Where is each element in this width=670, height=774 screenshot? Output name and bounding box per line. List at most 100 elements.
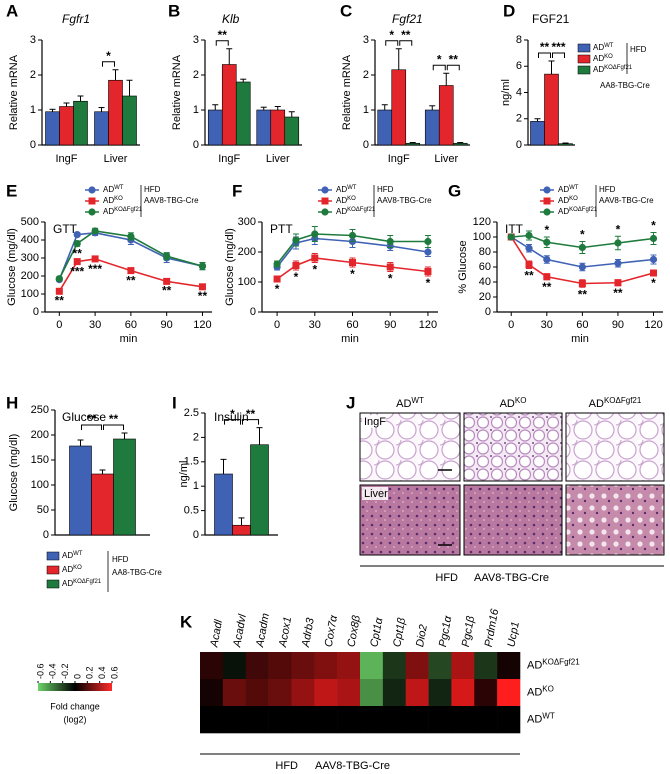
colorbar-label: Fold change <box>50 701 100 711</box>
row-label: ADKOΔFgf21 <box>527 658 580 672</box>
bar <box>113 438 136 536</box>
data-point <box>198 262 207 270</box>
legend-label-sup: WT <box>73 551 83 557</box>
panel-letter: A <box>6 1 18 20</box>
y-tick-label: 20 <box>479 291 491 303</box>
significance-bracket <box>81 424 102 430</box>
legend-label: ADKO <box>558 196 578 206</box>
data-point <box>578 280 586 287</box>
significance-bracket <box>446 64 460 71</box>
legend-label-base: AD <box>593 43 604 52</box>
significance-bracket <box>385 40 399 46</box>
footer-text: HFD <box>275 760 298 772</box>
legend-note: HFD <box>144 185 161 194</box>
legend-label-base: AD <box>593 54 604 63</box>
x-tick-label: 60 <box>576 319 588 331</box>
heatmap-cell <box>405 679 429 707</box>
legend-label-sup: KOΔFgf21 <box>347 207 376 213</box>
data-point <box>578 243 586 252</box>
heatmap-cell <box>474 679 498 707</box>
significance-label: * <box>426 276 431 290</box>
data-point <box>127 232 135 240</box>
bar <box>256 109 272 146</box>
data-point <box>525 231 533 240</box>
heatmap-cell <box>360 706 384 734</box>
panel-letter: B <box>168 1 180 20</box>
series-line <box>276 237 429 268</box>
column-label: Cox7α <box>323 614 340 648</box>
colorbar-tick-label: 0 <box>72 674 82 679</box>
y-tick-label: 300 <box>238 216 256 228</box>
data-point <box>292 236 300 244</box>
label-bg <box>362 415 386 428</box>
heatmap-cell <box>245 652 269 680</box>
legend-label-base: AD <box>558 207 569 216</box>
y-axis-label: Glucose (mg/dl) <box>8 434 20 512</box>
histology-image <box>463 412 563 482</box>
y-tick-label: 2.5 <box>184 407 199 419</box>
legend-label-base: AD <box>336 185 347 194</box>
panel-letter: G <box>448 181 461 200</box>
data-point <box>273 260 281 268</box>
heatmap-cell <box>497 706 521 734</box>
significance-label: ** <box>542 280 552 294</box>
x-tick-label: 30 <box>541 319 553 331</box>
heatmap-cell <box>268 679 292 707</box>
heatmap-cell <box>474 706 498 734</box>
y-tick-label: 2 <box>516 113 522 125</box>
y-axis-label: Glucose (mg/dl) <box>224 228 236 306</box>
bar <box>424 109 440 146</box>
y-tick-label: 400 <box>21 234 39 246</box>
significance-label: ** <box>613 286 623 300</box>
chart-title: Glucose <box>62 410 106 424</box>
x-tick-label: 90 <box>161 319 173 331</box>
column-label: Cox8β <box>346 614 363 648</box>
row-label: Liver <box>364 488 388 500</box>
x-tick-label: 0 <box>56 319 62 331</box>
data-point <box>163 277 171 285</box>
x-tick-label: IngF <box>55 153 77 165</box>
bar <box>73 100 88 146</box>
legend-note: HFD <box>630 45 647 54</box>
x-tick-label: Liver <box>104 153 128 165</box>
x-tick-label: 60 <box>346 319 358 331</box>
legend-swatch <box>46 579 60 589</box>
legend-label-sup: KOΔFgf21 <box>604 65 633 71</box>
panel-letter: K <box>180 612 193 631</box>
legend-note: HFD <box>112 555 129 564</box>
significance-label: *** <box>88 262 102 276</box>
legend-label-sup: KO <box>604 54 613 60</box>
x-axis-label: min <box>341 333 359 345</box>
heatmap-cell <box>337 679 361 707</box>
significance-label: * <box>230 407 235 421</box>
panel-letter: D <box>503 1 515 20</box>
y-tick-label: 200 <box>31 429 49 441</box>
legend-label-base: AD <box>336 207 347 216</box>
significance-label: ** <box>198 289 208 303</box>
data-point <box>543 238 551 246</box>
data-point <box>91 227 99 235</box>
bar <box>232 524 251 536</box>
column-label-base: AD <box>396 398 411 410</box>
y-tick-label: 100 <box>31 479 49 491</box>
significance-label: ** <box>578 287 588 301</box>
chart-title: ITT <box>505 222 524 236</box>
column-label: Ucp1 <box>506 621 522 648</box>
legend-label-base: AD <box>103 196 114 205</box>
heatmap-cell <box>222 652 247 680</box>
footer-text: HFD <box>435 572 458 584</box>
column-label: Acadm <box>254 612 272 649</box>
heatmap-cell <box>291 679 315 707</box>
legend-label-base: AD <box>336 196 347 205</box>
legend-label-sup: WT <box>114 185 124 191</box>
y-tick-label: 0 <box>193 529 199 541</box>
heatmap-cell <box>428 706 452 734</box>
y-tick-label: 6 <box>516 60 522 72</box>
y-tick-label: 0 <box>43 529 49 541</box>
significance-label: * <box>389 28 394 42</box>
column-label: Acadl <box>208 618 225 649</box>
heatmap-cell <box>451 679 475 707</box>
significance-label: * <box>312 263 317 277</box>
panel-letter: F <box>232 181 242 200</box>
data-point <box>73 231 81 239</box>
